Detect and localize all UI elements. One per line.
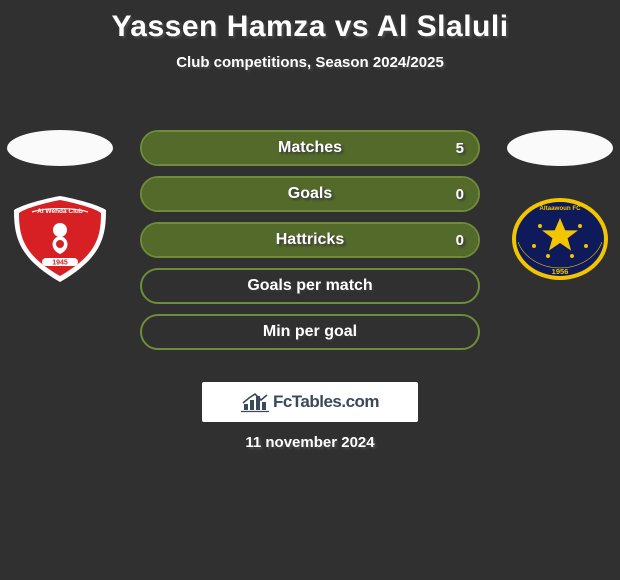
stat-row: Hattricks0	[140, 222, 480, 258]
page-title: Yassen Hamza vs Al Slaluli	[0, 10, 620, 44]
stat-row: Min per goal	[140, 314, 480, 350]
right-player-column: Altaawoun FC 1956	[500, 130, 620, 282]
player-photo-placeholder	[7, 130, 113, 166]
page-subtitle: Club competitions, Season 2024/2025	[0, 54, 620, 71]
stat-row-label: Goals per match	[142, 270, 478, 302]
brand-badge: FcTables.com	[202, 382, 418, 422]
stat-row-fill	[142, 224, 478, 256]
date-text: 11 november 2024	[0, 434, 620, 451]
right-club-crest: Altaawoun FC 1956	[510, 196, 610, 282]
stat-row-fill	[142, 178, 478, 210]
left-crest-year: 1945	[52, 260, 68, 267]
stat-row-label: Min per goal	[142, 316, 478, 348]
stat-row: Matches5	[140, 130, 480, 166]
right-crest-name: Altaawoun FC	[539, 205, 581, 212]
comparison-card: Yassen Hamza vs Al Slaluli Club competit…	[0, 10, 620, 580]
stat-row-fill	[142, 132, 478, 164]
left-crest-name: Al Wehda Club	[37, 208, 83, 215]
player-photo-placeholder	[507, 130, 613, 166]
left-club-crest: Al Wehda Club 1945	[10, 196, 110, 282]
right-crest-year: 1956	[552, 267, 569, 276]
left-player-column: Al Wehda Club 1945	[0, 130, 120, 282]
chart-icon	[241, 391, 269, 413]
brand-text: FcTables.com	[273, 392, 379, 412]
stat-row: Goals0	[140, 176, 480, 212]
stat-row: Goals per match	[140, 268, 480, 304]
stats-list: Matches5 Goals0 Hattricks0 Goals per match M…	[140, 130, 480, 350]
